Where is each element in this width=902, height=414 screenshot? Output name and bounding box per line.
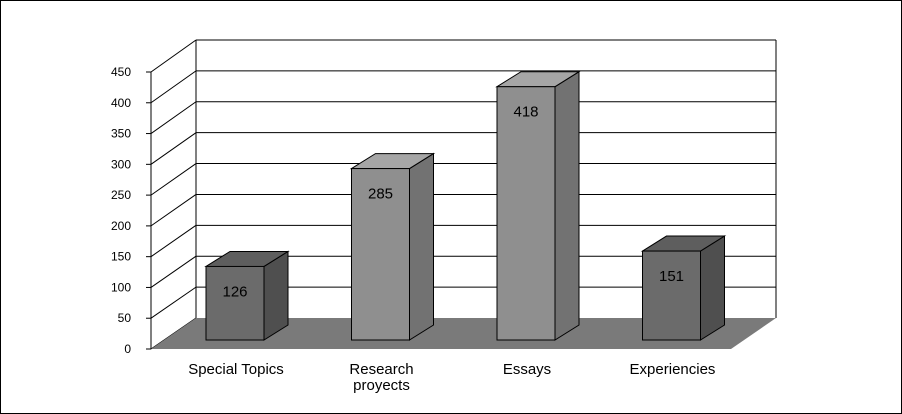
grid-layer: [150, 39, 777, 350]
y-tick-label: 200: [111, 219, 131, 233]
data-label: 418: [513, 104, 538, 121]
y-tick-label: 150: [111, 250, 131, 264]
y-tick-label: 0: [124, 342, 131, 356]
category-label-line: Experiencies: [630, 361, 716, 378]
gridline-diagonal: [150, 132, 197, 165]
y-tick-label: 100: [111, 280, 131, 294]
category-label-line: Research: [349, 361, 413, 378]
chart-floor: [151, 318, 776, 349]
gridline-diagonal: [150, 39, 197, 73]
bar-2: [495, 70, 581, 341]
gridline-diagonal: [150, 255, 197, 288]
y-tick-label: 250: [111, 188, 131, 202]
bar-front-face: [496, 86, 556, 341]
bar-side-face: [554, 70, 580, 341]
bar-0: [204, 250, 290, 341]
bar-3: [640, 235, 727, 341]
category-label-line: Essays: [503, 361, 551, 378]
data-label: 126: [222, 283, 247, 300]
y-tick-label: 300: [111, 157, 131, 171]
category-label: Essays: [503, 361, 551, 378]
category-label-line: proyects: [353, 377, 410, 394]
category-label-line: Special Topics: [188, 361, 284, 378]
gridline-diagonal: [150, 101, 197, 134]
category-label: Research proyects: [349, 361, 413, 394]
floor-layer: [151, 318, 776, 349]
gridline-diagonal: [150, 194, 197, 227]
gridline-diagonal: [150, 224, 197, 258]
y-tick-label: 450: [111, 65, 131, 79]
bar-front-face: [351, 168, 410, 341]
bar-1: [349, 152, 436, 341]
data-label: 285: [368, 186, 393, 203]
y-tick-label: 50: [118, 311, 132, 325]
y-tick-label: 350: [111, 127, 131, 141]
gridline-diagonal: [150, 286, 197, 319]
category-label: Special Topics: [188, 361, 284, 378]
bar-side-face: [409, 152, 434, 341]
bar-side-face: [700, 235, 725, 341]
label-layer: 126 Special Topics 285 Research proyects 418 E…: [188, 104, 715, 394]
bar-front-face: [205, 265, 265, 341]
data-label: 151: [659, 268, 684, 285]
gridline-diagonal: [150, 70, 197, 104]
category-label: Experiencies: [630, 361, 716, 378]
bar-layer: [204, 70, 727, 341]
y-tick-label: 400: [111, 96, 131, 110]
axis-layer: 0 50 100 150 200 250 300 350 400 450: [111, 65, 152, 356]
bar-front-face: [642, 250, 701, 341]
gridline-diagonal: [150, 163, 197, 196]
